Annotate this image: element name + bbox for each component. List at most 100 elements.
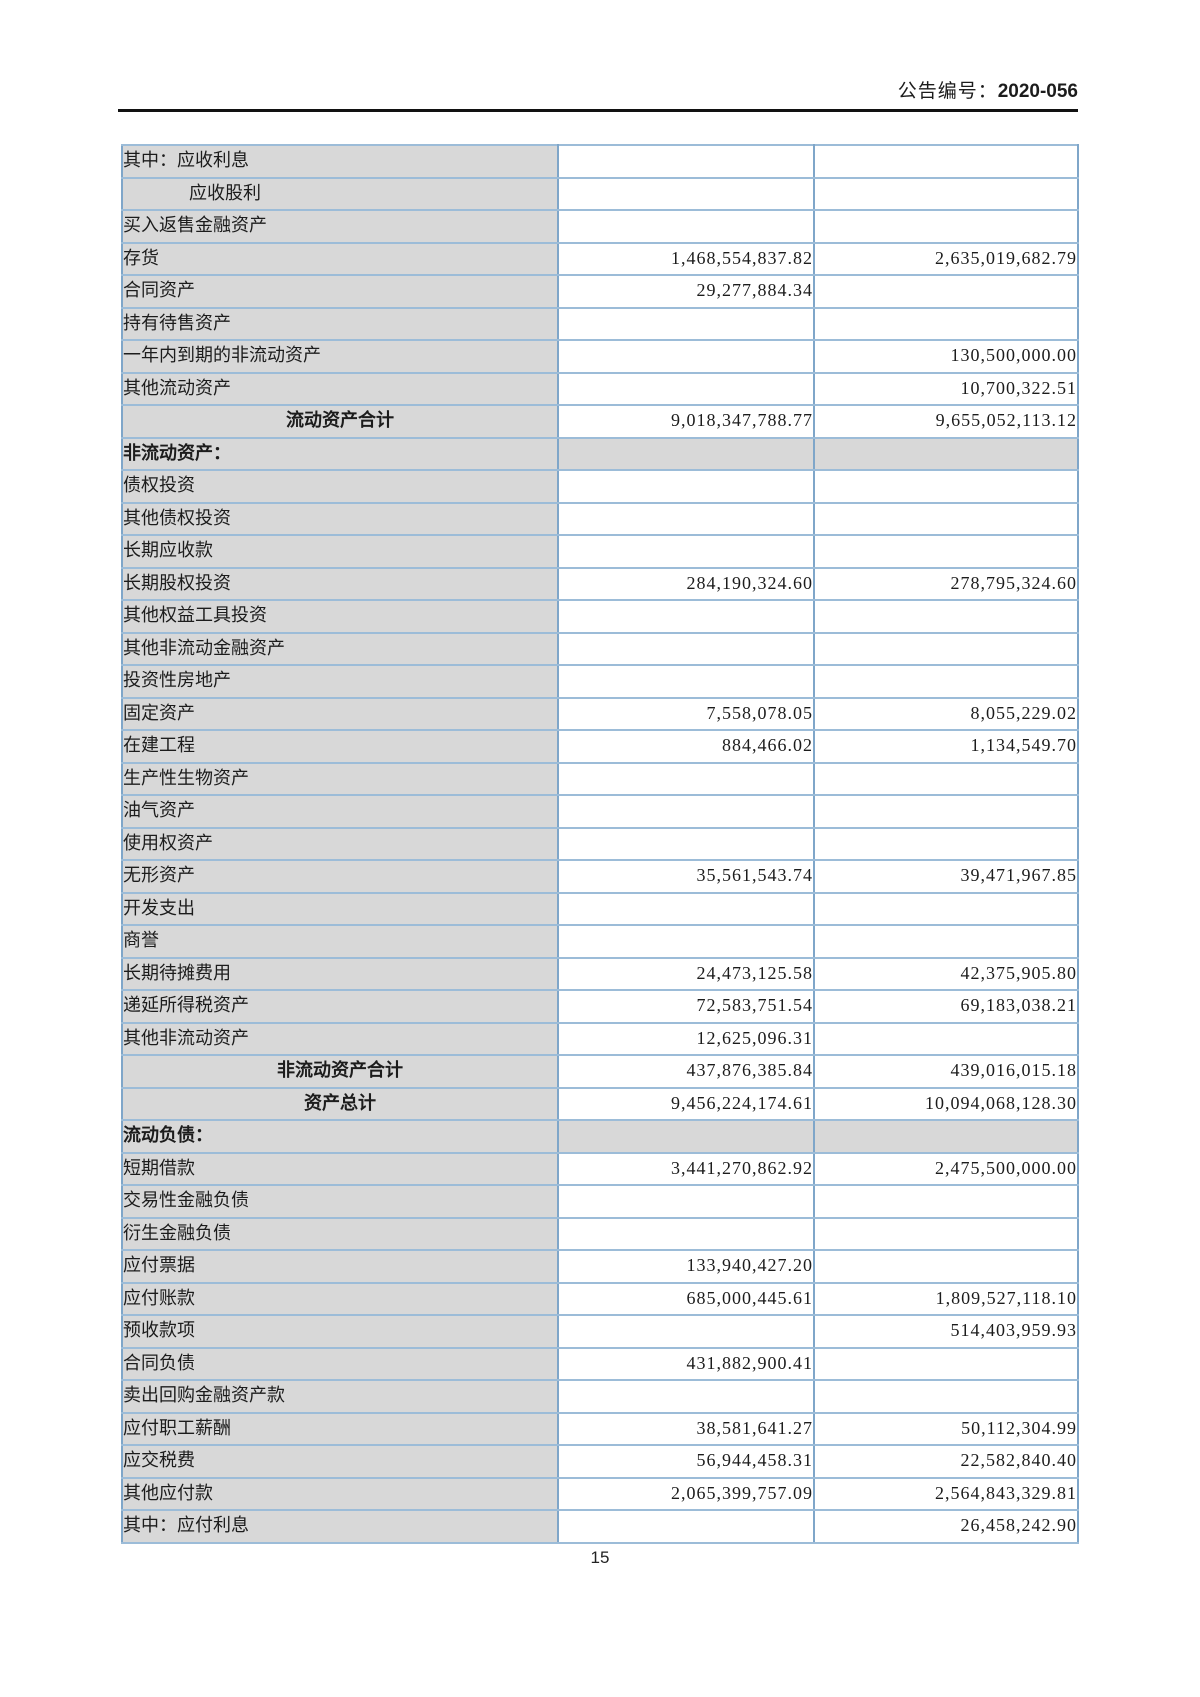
value-current	[557, 469, 815, 504]
value-current	[557, 339, 815, 374]
value-prior	[813, 1119, 1079, 1154]
row-label: 生产性生物资产	[121, 761, 559, 796]
value-prior: 2,475,500,000.00	[813, 1151, 1079, 1186]
value-prior: 2,635,019,682.79	[813, 241, 1079, 276]
table-row: 交易性金融负债	[121, 1184, 1079, 1219]
value-prior	[813, 924, 1079, 959]
table-row: 开发支出	[121, 891, 1079, 926]
value-prior: 439,016,015.18	[813, 1054, 1079, 1089]
value-prior: 69,183,038.21	[813, 989, 1079, 1024]
value-prior	[813, 274, 1079, 309]
value-current	[557, 1184, 815, 1219]
row-label: 应付票据	[121, 1249, 559, 1284]
value-current	[557, 1314, 815, 1349]
table-row: 其他流动资产 10,700,322.51	[121, 371, 1079, 406]
table-row: 预收款项 514,403,959.93	[121, 1314, 1079, 1349]
table-row: 合同资产 29,277,884.34	[121, 274, 1079, 309]
table-row: 流动资产合计 9,018,347,788.77 9,655,052,113.12	[121, 404, 1079, 439]
value-prior: 22,582,840.40	[813, 1444, 1079, 1479]
value-current: 884,466.02	[557, 729, 815, 764]
table-row: 持有待售资产	[121, 306, 1079, 341]
value-prior	[813, 1021, 1079, 1056]
value-current	[557, 1119, 815, 1154]
row-label: 其中：应付利息	[121, 1509, 559, 1544]
table-row: 在建工程 884,466.02 1,134,549.70	[121, 729, 1079, 764]
row-label: 开发支出	[121, 891, 559, 926]
row-label: 交易性金融负债	[121, 1184, 559, 1219]
value-current	[557, 1216, 815, 1251]
value-prior: 50,112,304.99	[813, 1411, 1079, 1446]
value-prior: 10,094,068,128.30	[813, 1086, 1079, 1121]
value-current	[557, 631, 815, 666]
value-current: 12,625,096.31	[557, 1021, 815, 1056]
value-current	[557, 436, 815, 471]
row-label: 油气资产	[121, 794, 559, 829]
value-current: 35,561,543.74	[557, 859, 815, 894]
value-prior	[813, 599, 1079, 634]
table-row: 长期应收款	[121, 534, 1079, 569]
row-label: 使用权资产	[121, 826, 559, 861]
value-prior: 26,458,242.90	[813, 1509, 1079, 1544]
table-row: 其他非流动资产 12,625,096.31	[121, 1021, 1079, 1056]
value-prior	[813, 1379, 1079, 1414]
value-current: 1,468,554,837.82	[557, 241, 815, 276]
page-number: 15	[590, 1548, 610, 1567]
value-prior: 278,795,324.60	[813, 566, 1079, 601]
table-row: 固定资产 7,558,078.05 8,055,229.02	[121, 696, 1079, 731]
row-label: 无形资产	[121, 859, 559, 894]
value-current	[557, 144, 815, 179]
table-row: 应付账款 685,000,445.61 1,809,527,118.10	[121, 1281, 1079, 1316]
row-label: 应收股利	[121, 176, 559, 211]
value-current: 284,190,324.60	[557, 566, 815, 601]
row-label: 非流动资产：	[121, 436, 559, 471]
table-row: 商誉	[121, 924, 1079, 959]
row-label: 长期应收款	[121, 534, 559, 569]
row-label: 其他非流动金融资产	[121, 631, 559, 666]
table-row: 流动负债：	[121, 1119, 1079, 1154]
balance-sheet-body: 其中：应收利息 应收股利 买入返售金融资产 存货 1,468,554,837.82 2,6…	[121, 144, 1079, 1544]
table-row: 投资性房地产	[121, 664, 1079, 699]
value-prior	[813, 501, 1079, 536]
value-prior: 2,564,843,329.81	[813, 1476, 1079, 1511]
row-label: 长期待摊费用	[121, 956, 559, 991]
row-label: 流动资产合计	[121, 404, 559, 439]
row-label: 资产总计	[121, 1086, 559, 1121]
table-row: 衍生金融负债	[121, 1216, 1079, 1251]
table-row: 债权投资	[121, 469, 1079, 504]
value-current: 431,882,900.41	[557, 1346, 815, 1381]
value-current	[557, 501, 815, 536]
value-prior	[813, 631, 1079, 666]
row-label: 合同资产	[121, 274, 559, 309]
table-row: 其中：应收利息	[121, 144, 1079, 179]
value-prior: 1,809,527,118.10	[813, 1281, 1079, 1316]
value-prior: 514,403,959.93	[813, 1314, 1079, 1349]
table-row: 长期待摊费用 24,473,125.58 42,375,905.80	[121, 956, 1079, 991]
table-row: 其中：应付利息 26,458,242.90	[121, 1509, 1079, 1544]
table-row: 非流动资产合计 437,876,385.84 439,016,015.18	[121, 1054, 1079, 1089]
value-current	[557, 761, 815, 796]
table-row: 油气资产	[121, 794, 1079, 829]
row-label: 其他权益工具投资	[121, 599, 559, 634]
table-row: 应交税费 56,944,458.31 22,582,840.40	[121, 1444, 1079, 1479]
table-row: 长期股权投资 284,190,324.60 278,795,324.60	[121, 566, 1079, 601]
table-row: 其他债权投资	[121, 501, 1079, 536]
value-current	[557, 794, 815, 829]
value-prior	[813, 1184, 1079, 1219]
table-row: 短期借款 3,441,270,862.92 2,475,500,000.00	[121, 1151, 1079, 1186]
row-label: 应付账款	[121, 1281, 559, 1316]
row-label: 长期股权投资	[121, 566, 559, 601]
table-row: 生产性生物资产	[121, 761, 1079, 796]
table-row: 应付职工薪酬 38,581,641.27 50,112,304.99	[121, 1411, 1079, 1446]
header-divider-line	[118, 109, 1078, 112]
row-label: 其他非流动资产	[121, 1021, 559, 1056]
table-row: 其他权益工具投资	[121, 599, 1079, 634]
row-label: 流动负债：	[121, 1119, 559, 1154]
value-current: 56,944,458.31	[557, 1444, 815, 1479]
value-prior	[813, 209, 1079, 244]
value-current	[557, 599, 815, 634]
row-label: 应付职工薪酬	[121, 1411, 559, 1446]
value-current: 3,441,270,862.92	[557, 1151, 815, 1186]
value-prior	[813, 891, 1079, 926]
value-prior: 10,700,322.51	[813, 371, 1079, 406]
row-label: 其他流动资产	[121, 371, 559, 406]
